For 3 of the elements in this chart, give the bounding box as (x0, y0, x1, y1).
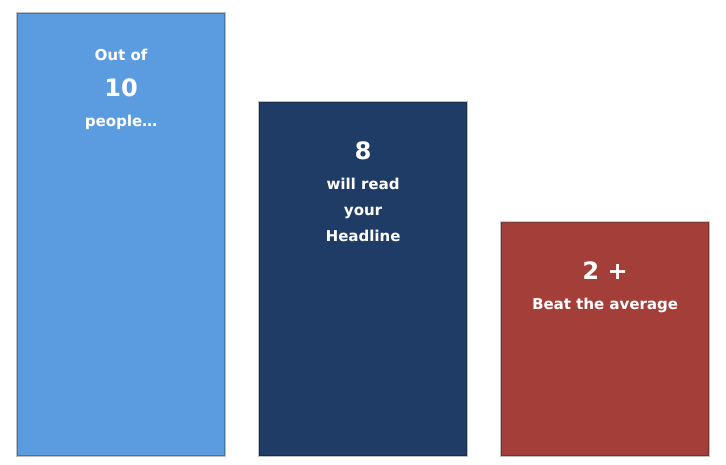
annotation: Out of 10 people… (84, 46, 158, 130)
annotation: 2 + Beat the average (532, 257, 678, 314)
annotation: 8 will read your Headline (326, 137, 400, 245)
